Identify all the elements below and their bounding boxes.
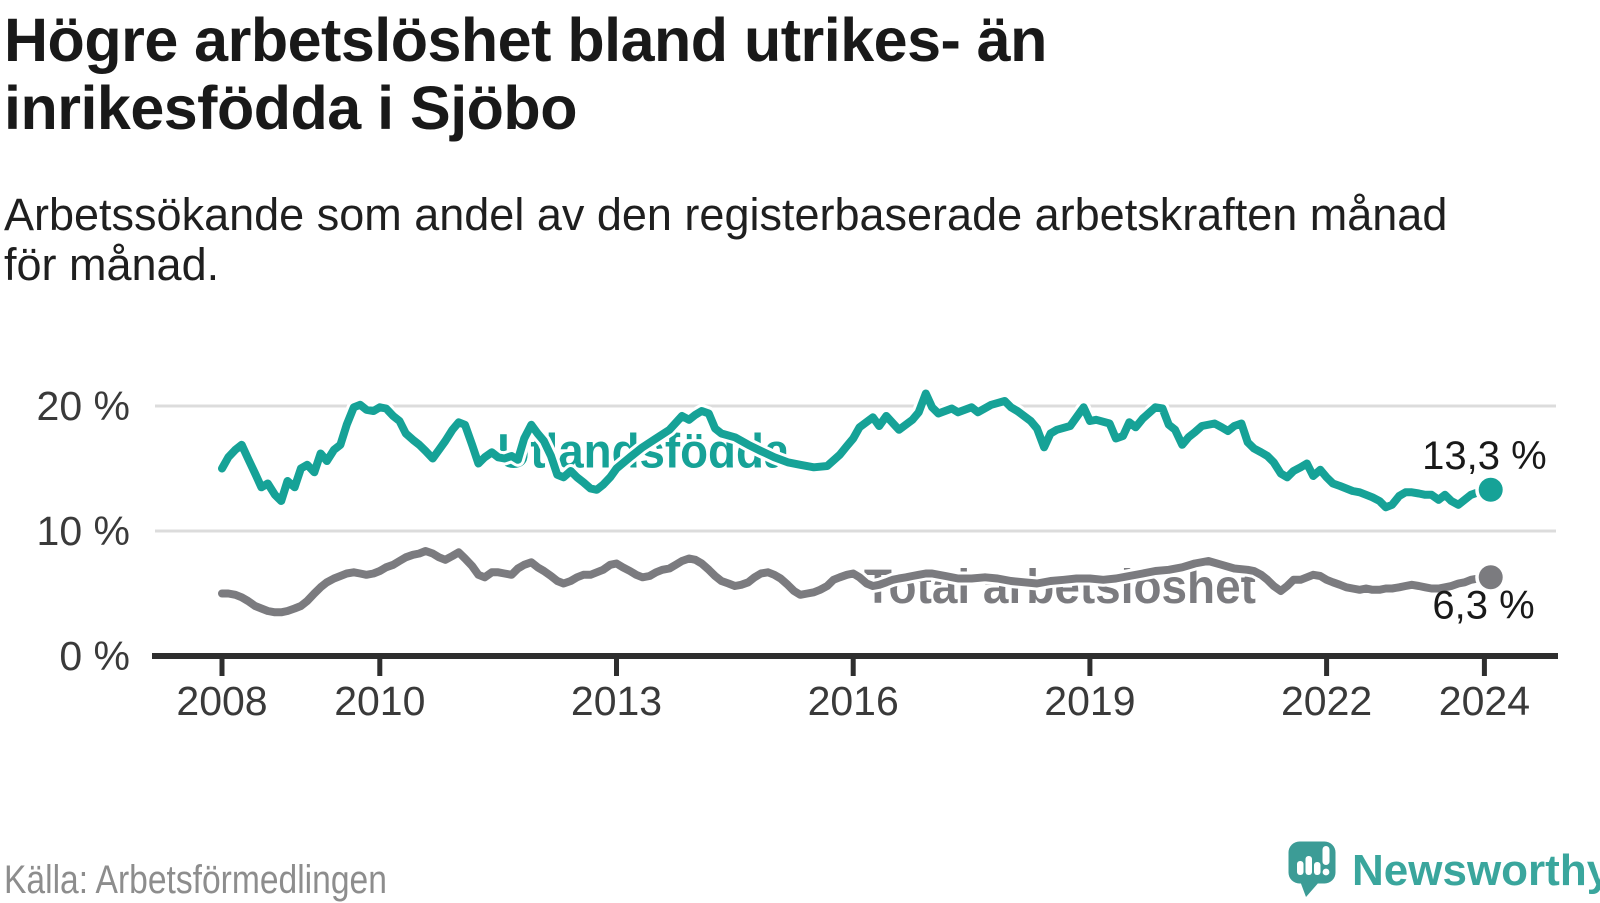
series-line bbox=[218, 547, 1495, 617]
title-line-1: Högre arbetslöshet bland utrikes- än bbox=[4, 6, 1047, 74]
subtitle-line-1: Arbetssökande som andel av den registerb… bbox=[4, 189, 1448, 240]
x-tick-label: 2016 bbox=[808, 678, 899, 724]
x-tick-label: 2019 bbox=[1044, 678, 1135, 724]
x-tick-label: 2022 bbox=[1281, 678, 1372, 724]
x-tick-label: 2008 bbox=[176, 678, 267, 724]
x-tick-label: 2010 bbox=[334, 678, 425, 724]
source-note: Källa: Arbetsförmedlingen bbox=[4, 858, 387, 902]
series-line-casing bbox=[215, 386, 1498, 515]
x-tick-label: 2024 bbox=[1439, 678, 1530, 724]
x-tick-label: 2013 bbox=[571, 678, 662, 724]
y-tick-label: 10 % bbox=[37, 508, 130, 554]
title-line-2: inrikesfödda i Sjöbo bbox=[4, 74, 577, 142]
subtitle-line-2: för månad. bbox=[4, 239, 220, 290]
page-title: Högre arbetslöshet bland utrikes- än inr… bbox=[4, 6, 1324, 142]
end-dot bbox=[1478, 565, 1503, 590]
y-tick-label: 0 % bbox=[59, 633, 130, 679]
newsworthy-logo-icon bbox=[1288, 841, 1336, 897]
value-label: 13,3 % bbox=[1422, 434, 1547, 478]
end-dot bbox=[1478, 477, 1503, 502]
newsworthy-logo-text: Newsworthy bbox=[1352, 846, 1600, 895]
chart-subtitle: Arbetssökande som andel av den registerb… bbox=[4, 190, 1544, 290]
y-tick-label: 20 % bbox=[37, 383, 130, 429]
series-line bbox=[218, 389, 1495, 512]
value-label: 6,3 % bbox=[1432, 583, 1534, 627]
